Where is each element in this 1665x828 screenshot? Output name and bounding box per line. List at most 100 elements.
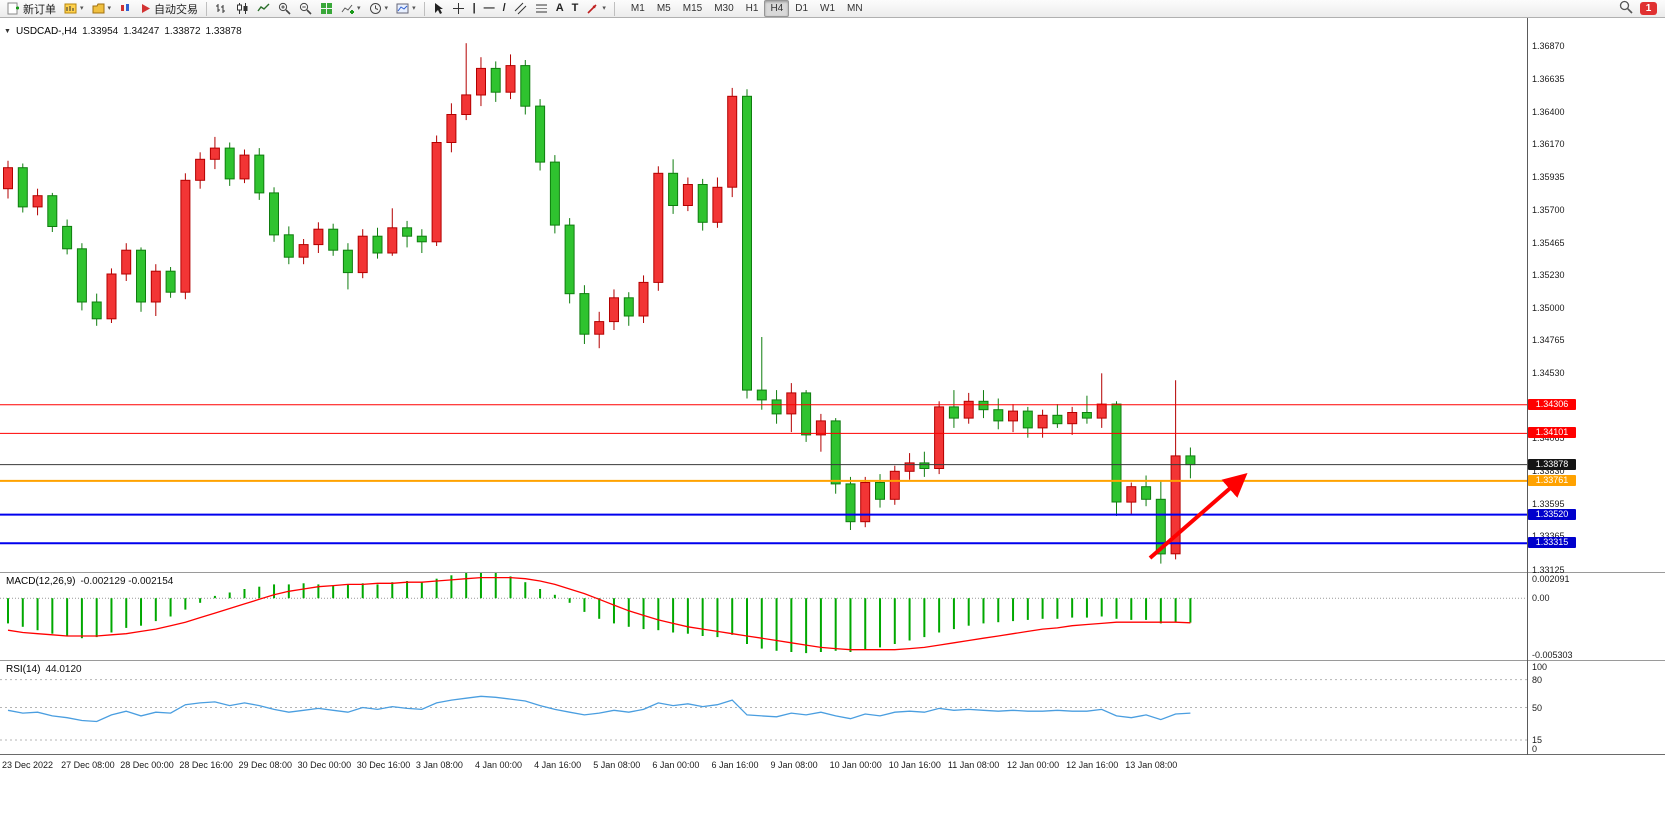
indicators-button[interactable]: ▾ xyxy=(337,0,365,18)
tf-W1[interactable]: W1 xyxy=(820,3,836,14)
main-toolbar: 新订单 ▾ ▾ 自动交易 ▾ ▾ ▾ xyxy=(0,0,1665,18)
new-chart-button[interactable]: ▾ xyxy=(60,0,88,18)
time-axis-label: 28 Dec 16:00 xyxy=(179,760,233,770)
toolbar-right: 1 xyxy=(1619,0,1662,17)
shapes-button[interactable]: ▾ xyxy=(582,0,610,18)
price-scale-divider xyxy=(1527,18,1528,755)
clock-icon xyxy=(369,2,382,15)
trendline-icon: / xyxy=(502,2,506,14)
tf-M30[interactable]: M30 xyxy=(714,3,734,14)
time-axis-label: 27 Dec 08:00 xyxy=(61,760,115,770)
vertical-line-button[interactable]: | xyxy=(469,0,480,18)
time-axis-label: 11 Jan 08:00 xyxy=(947,760,1000,770)
rsi-name: RSI(14) xyxy=(6,664,41,675)
new-order-button[interactable]: 新订单 xyxy=(3,0,60,18)
tf-D1[interactable]: D1 xyxy=(795,3,809,14)
tile-windows-button[interactable] xyxy=(316,0,337,18)
search-icon[interactable] xyxy=(1619,0,1633,17)
chevron-down-icon: ▾ xyxy=(357,5,361,12)
chevron-down-icon: ▾ xyxy=(107,5,112,12)
tf-M5[interactable]: M5 xyxy=(656,3,671,14)
periods-button[interactable]: ▾ xyxy=(365,0,393,18)
collapse-triangle-icon: ▼ xyxy=(4,28,11,35)
horizontal-line-button[interactable]: — xyxy=(480,0,499,18)
time-axis-label: 6 Jan 16:00 xyxy=(711,760,759,770)
price-axis-label: 1.34765 xyxy=(1532,335,1565,345)
price-axis-label: 1.36870 xyxy=(1532,41,1565,51)
tf-H4[interactable]: H4 xyxy=(764,0,790,17)
rsi-pane[interactable] xyxy=(0,661,1527,754)
chart-stage: 1.36870 1.36635 1.36400 1.36170 1.35935 1.357… xyxy=(0,18,1665,828)
tf-MN[interactable]: MN xyxy=(847,3,863,14)
candlestick-chart-button[interactable] xyxy=(232,0,253,18)
price-axis-label: 1.36170 xyxy=(1532,139,1565,149)
price-tag: 1.33878 xyxy=(1528,459,1576,470)
tf-M1[interactable]: M1 xyxy=(630,3,645,14)
price-axis-label: 1.34065 xyxy=(1532,433,1565,443)
tile-windows-icon xyxy=(320,2,333,15)
price-axis-label: 1.33365 xyxy=(1532,531,1565,541)
chart-title: ▼ USDCAD-,H4 1.33954 1.34247 1.33872 1.3… xyxy=(4,26,242,37)
time-axis-label: 4 Jan 00:00 xyxy=(474,760,522,770)
candlestick-chart-icon xyxy=(236,2,249,15)
time-axis-label: 13 Jan 08:00 xyxy=(1125,760,1178,770)
macd-axis-label: 0.002091 xyxy=(1532,574,1570,584)
price-tag: 1.33315 xyxy=(1528,537,1576,548)
crosshair-icon xyxy=(452,2,465,15)
tf-M15[interactable]: M15 xyxy=(682,3,703,14)
channel-button[interactable] xyxy=(510,0,531,18)
rsi-axis-label: 15 xyxy=(1532,735,1543,745)
bar-chart-button[interactable] xyxy=(211,0,232,18)
label-button[interactable]: T xyxy=(568,0,583,18)
time-axis-label: 12 Jan 16:00 xyxy=(1066,760,1119,770)
line-chart-button[interactable] xyxy=(253,0,274,18)
price-axis-label: 1.36400 xyxy=(1532,107,1565,117)
label-icon: T xyxy=(571,2,579,14)
fibonacci-button[interactable] xyxy=(531,0,552,18)
price-tag: 1.33520 xyxy=(1528,509,1576,520)
notification-badge[interactable]: 1 xyxy=(1640,2,1657,15)
price-axis-label: 1.35700 xyxy=(1532,205,1565,215)
zoom-in-icon xyxy=(278,2,291,15)
trendline-button[interactable]: / xyxy=(499,0,510,18)
chevron-down-icon: ▾ xyxy=(412,5,416,12)
fibonacci-icon xyxy=(535,2,548,15)
price-axis-label: 1.34530 xyxy=(1532,368,1565,378)
price-scale[interactable]: 1.36870 1.36635 1.36400 1.36170 1.35935 1.357… xyxy=(1527,18,1665,755)
zoom-out-button[interactable] xyxy=(295,0,316,18)
toolbar-separator xyxy=(613,1,615,16)
time-axis-label: 6 Jan 00:00 xyxy=(652,760,700,770)
zoom-in-button[interactable] xyxy=(274,0,295,18)
time-axis-label: 5 Jan 08:00 xyxy=(593,760,641,770)
text-icon: A xyxy=(555,2,564,14)
price-tag: 1.34101 xyxy=(1528,427,1576,438)
time-axis-label: 12 Jan 00:00 xyxy=(1007,760,1060,770)
cursor-button[interactable] xyxy=(429,0,448,18)
autotrading-button[interactable]: 自动交易 xyxy=(136,0,202,18)
main-price-pane[interactable] xyxy=(0,18,1527,573)
time-axis-label: 3 Jan 08:00 xyxy=(415,760,463,770)
time-axis-label: 30 Dec 00:00 xyxy=(297,760,352,770)
macd-indicator-label: MACD(12,26,9) -0.002129 -0.002154 xyxy=(6,576,173,587)
text-button[interactable]: A xyxy=(552,0,568,18)
time-axis-label: 23 Dec 2022 xyxy=(2,760,54,770)
price-axis-label: 1.36635 xyxy=(1532,74,1565,84)
rsi-value: 44.0120 xyxy=(45,664,82,675)
pane-divider[interactable] xyxy=(0,572,1665,573)
rsi-axis-label: 50 xyxy=(1532,703,1543,713)
templates-button[interactable]: ▾ xyxy=(392,0,420,18)
symbol-period-label: USDCAD-,H4 xyxy=(15,26,78,37)
time-axis-label: 9 Jan 08:00 xyxy=(770,760,818,770)
tf-H1[interactable]: H1 xyxy=(745,3,759,14)
macd-pane[interactable] xyxy=(0,573,1527,660)
macd-axis-label: -0.005303 xyxy=(1532,650,1573,660)
macd-name: MACD(12,26,9) xyxy=(6,576,76,587)
time-axis[interactable]: 23 Dec 2022 27 Dec 08:00 28 Dec 00:00 28 De… xyxy=(0,755,1665,828)
market-watch-button[interactable] xyxy=(115,0,136,18)
ohlc-open: 1.33954 xyxy=(82,26,119,37)
cursor-icon xyxy=(433,2,444,15)
crosshair-button[interactable] xyxy=(448,0,469,18)
profiles-button[interactable]: ▾ xyxy=(88,0,116,18)
pane-divider[interactable] xyxy=(0,660,1665,661)
rsi-axis-label: 100 xyxy=(1532,662,1548,672)
